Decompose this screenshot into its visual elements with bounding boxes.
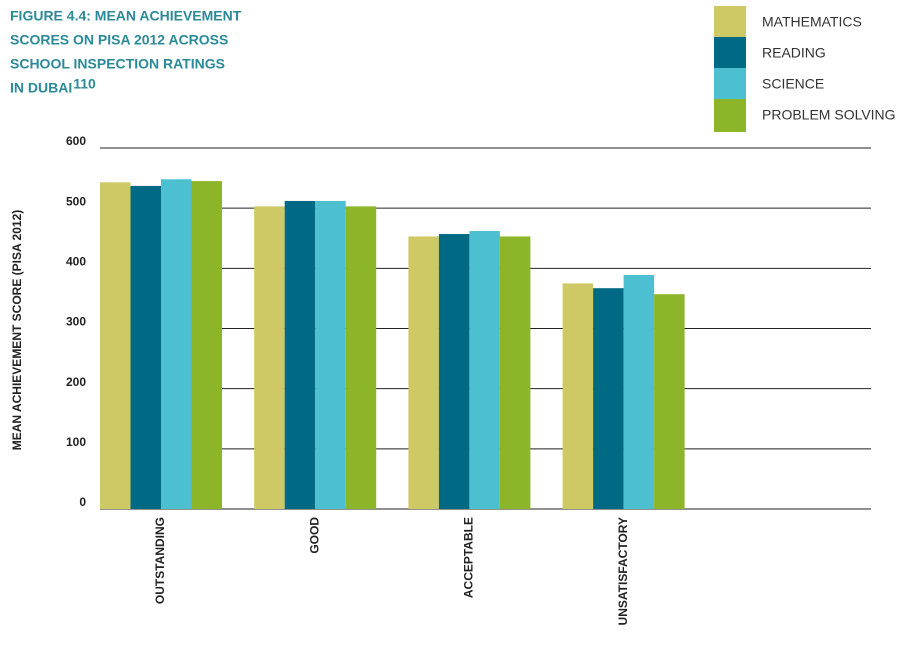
bar xyxy=(161,179,192,509)
x-tick-label: UNSATISFACTORY xyxy=(616,517,630,625)
chart-title: SCHOOL INSPECTION RATINGS xyxy=(10,56,225,72)
bar xyxy=(499,236,531,509)
bar xyxy=(254,206,285,509)
x-tick-label: ACCEPTABLE xyxy=(462,517,476,598)
y-tick-label: 600 xyxy=(66,134,86,148)
legend-label: READING xyxy=(762,45,826,61)
legend-swatch xyxy=(714,37,746,70)
y-tick-label: 400 xyxy=(66,255,86,269)
bar xyxy=(654,294,685,509)
y-tick-label: 200 xyxy=(66,375,86,389)
bar xyxy=(345,206,377,509)
y-tick-label: 100 xyxy=(66,435,86,449)
bar xyxy=(593,288,624,509)
bar xyxy=(315,200,346,510)
y-axis-label: MEAN ACHIEVEMENT SCORE (PISA 2012) xyxy=(10,210,24,451)
y-tick-label: 300 xyxy=(66,315,86,329)
legend-swatch xyxy=(714,68,746,101)
bar xyxy=(284,200,316,510)
legend-swatch xyxy=(714,6,746,39)
y-tick-label: 500 xyxy=(66,194,86,208)
legend-label: MATHEMATICS xyxy=(762,14,862,30)
legend-label: SCIENCE xyxy=(762,76,824,92)
chart-title: SCORES ON PISA 2012 ACROSS xyxy=(10,32,228,48)
legend-label: PROBLEM SOLVING xyxy=(762,107,896,123)
bar xyxy=(408,236,439,509)
x-tick-label: OUTSTANDING xyxy=(153,517,167,604)
bar xyxy=(191,181,222,509)
footnote-ref: 110 xyxy=(73,76,96,92)
y-tick-label: 0 xyxy=(79,495,86,509)
x-tick-label: GOOD xyxy=(307,517,321,554)
bar xyxy=(130,185,161,509)
bar xyxy=(469,231,500,509)
chart-title: FIGURE 4.4: MEAN ACHIEVEMENT xyxy=(10,8,242,24)
bar xyxy=(623,274,655,509)
legend-swatch xyxy=(714,99,746,132)
bar xyxy=(562,283,594,509)
bar xyxy=(438,234,470,509)
bar xyxy=(100,182,131,510)
chart-title: IN DUBAI xyxy=(10,80,72,96)
